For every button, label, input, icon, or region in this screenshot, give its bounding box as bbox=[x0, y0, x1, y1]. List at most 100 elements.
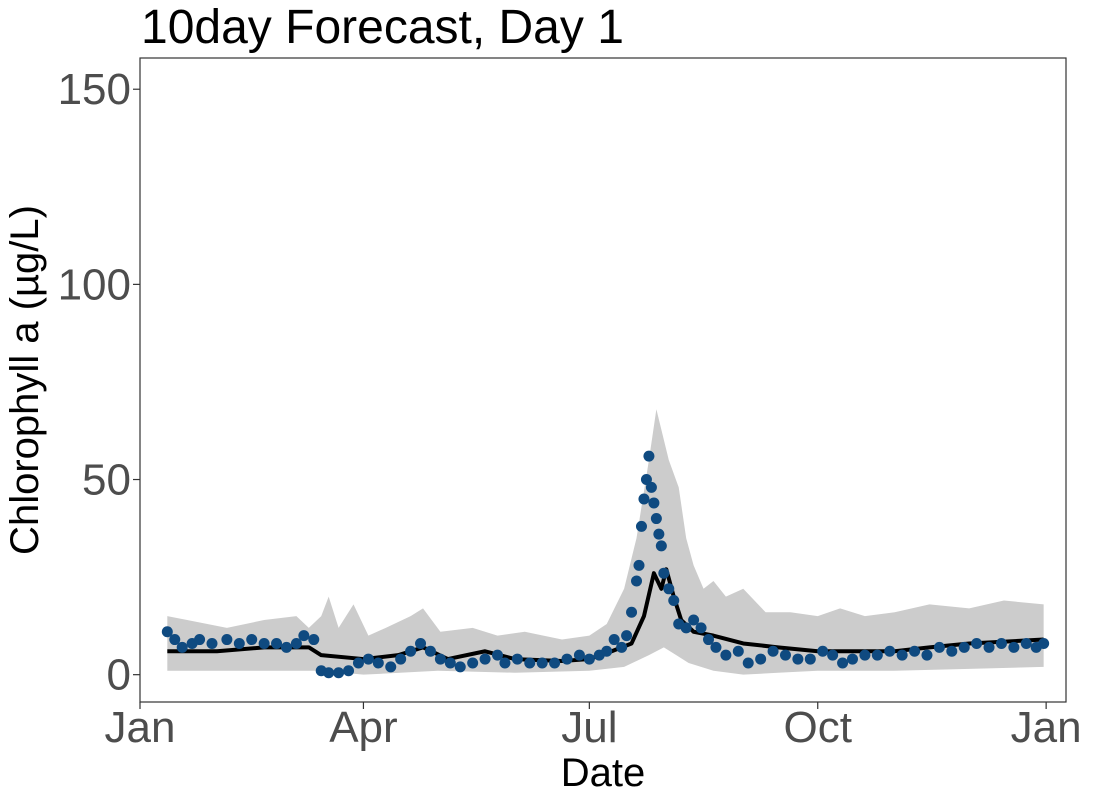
observation-point bbox=[405, 645, 417, 657]
observation-point bbox=[792, 653, 804, 665]
observation-point bbox=[817, 645, 829, 657]
y-tick-label: 150 bbox=[58, 65, 131, 114]
observation-point bbox=[653, 528, 665, 540]
observation-point bbox=[779, 649, 791, 661]
observation-point bbox=[680, 622, 692, 634]
observation-point bbox=[921, 649, 933, 661]
observation-point bbox=[1008, 641, 1020, 653]
observation-point bbox=[333, 667, 345, 679]
observation-point bbox=[246, 634, 258, 646]
observation-point bbox=[621, 630, 633, 642]
y-tick-label: 100 bbox=[58, 260, 131, 309]
observation-point bbox=[290, 637, 302, 649]
observation-point bbox=[767, 645, 779, 657]
observation-point bbox=[415, 637, 427, 649]
plot-panel bbox=[140, 58, 1066, 702]
observation-point bbox=[884, 645, 896, 657]
observation-point bbox=[958, 641, 970, 653]
observation-point bbox=[444, 657, 456, 669]
observation-point bbox=[626, 606, 638, 618]
observation-point bbox=[837, 657, 849, 669]
observation-points bbox=[161, 450, 1050, 679]
observation-point bbox=[616, 641, 628, 653]
observation-point bbox=[271, 637, 283, 649]
x-axis: Jan Apr Jul Oct Jan bbox=[105, 702, 1082, 752]
observation-point bbox=[742, 657, 754, 669]
observation-point bbox=[650, 513, 662, 525]
observation-point bbox=[194, 634, 206, 646]
observation-point bbox=[633, 559, 645, 571]
observation-point bbox=[385, 661, 397, 673]
observation-point bbox=[573, 649, 585, 661]
observation-point bbox=[499, 657, 511, 669]
observation-point bbox=[583, 653, 595, 665]
observation-point bbox=[871, 649, 883, 661]
observation-point bbox=[323, 667, 335, 679]
observation-point bbox=[645, 481, 657, 493]
observation-point bbox=[804, 653, 816, 665]
y-axis: 0 50 100 150 bbox=[58, 65, 140, 700]
observation-point bbox=[658, 567, 670, 579]
observation-point bbox=[561, 653, 573, 665]
observation-point bbox=[479, 653, 491, 665]
observation-point bbox=[710, 641, 722, 653]
observation-point bbox=[1020, 637, 1032, 649]
observation-point bbox=[640, 474, 652, 486]
chart-title: 10day Forecast, Day 1 bbox=[141, 1, 624, 54]
observation-point bbox=[454, 661, 466, 673]
observation-point bbox=[859, 649, 871, 661]
observation-point bbox=[395, 653, 407, 665]
observation-point bbox=[258, 637, 270, 649]
observation-point bbox=[720, 649, 732, 661]
observation-point bbox=[362, 653, 374, 665]
observation-point bbox=[668, 595, 680, 607]
observation-point bbox=[343, 665, 355, 677]
observation-point bbox=[896, 649, 908, 661]
y-tick-label: 0 bbox=[107, 651, 131, 700]
observation-point bbox=[549, 657, 561, 669]
observation-point bbox=[631, 575, 643, 587]
y-axis-label: Chlorophyll a (µg/L) bbox=[3, 205, 47, 555]
x-tick-label: Oct bbox=[784, 703, 852, 752]
observation-point bbox=[755, 653, 767, 665]
observation-point bbox=[169, 634, 181, 646]
observation-point bbox=[206, 637, 218, 649]
observation-point bbox=[233, 637, 245, 649]
observation-point bbox=[695, 622, 707, 634]
observation-point bbox=[635, 520, 647, 532]
x-tick-label: Jan bbox=[1011, 703, 1082, 752]
observation-point bbox=[434, 653, 446, 665]
y-tick-label: 50 bbox=[82, 456, 131, 505]
observation-point bbox=[372, 657, 384, 669]
observation-point bbox=[608, 634, 620, 646]
observation-point bbox=[732, 645, 744, 657]
observation-point bbox=[161, 626, 173, 638]
observation-point bbox=[221, 634, 233, 646]
observation-point bbox=[946, 645, 958, 657]
x-tick-label: Apr bbox=[329, 703, 397, 752]
observation-point bbox=[280, 641, 292, 653]
observation-point bbox=[511, 653, 523, 665]
observation-point bbox=[601, 645, 613, 657]
observation-point bbox=[703, 634, 715, 646]
observation-point bbox=[663, 583, 675, 595]
x-tick-label: Jan bbox=[105, 703, 176, 752]
observation-point bbox=[827, 649, 839, 661]
x-tick-label: Jul bbox=[561, 703, 617, 752]
observation-point bbox=[536, 657, 548, 669]
observation-point bbox=[933, 641, 945, 653]
observation-point bbox=[983, 641, 995, 653]
observation-point bbox=[491, 649, 503, 661]
observation-point bbox=[352, 657, 364, 669]
observation-point bbox=[643, 450, 655, 462]
observation-point bbox=[308, 634, 320, 646]
observation-point bbox=[176, 641, 188, 653]
observation-point bbox=[995, 637, 1007, 649]
plot-border bbox=[139, 57, 1067, 703]
observation-point bbox=[524, 657, 536, 669]
observation-point bbox=[971, 637, 983, 649]
observation-point bbox=[298, 630, 310, 642]
observation-point bbox=[424, 645, 436, 657]
observation-point bbox=[688, 614, 700, 626]
